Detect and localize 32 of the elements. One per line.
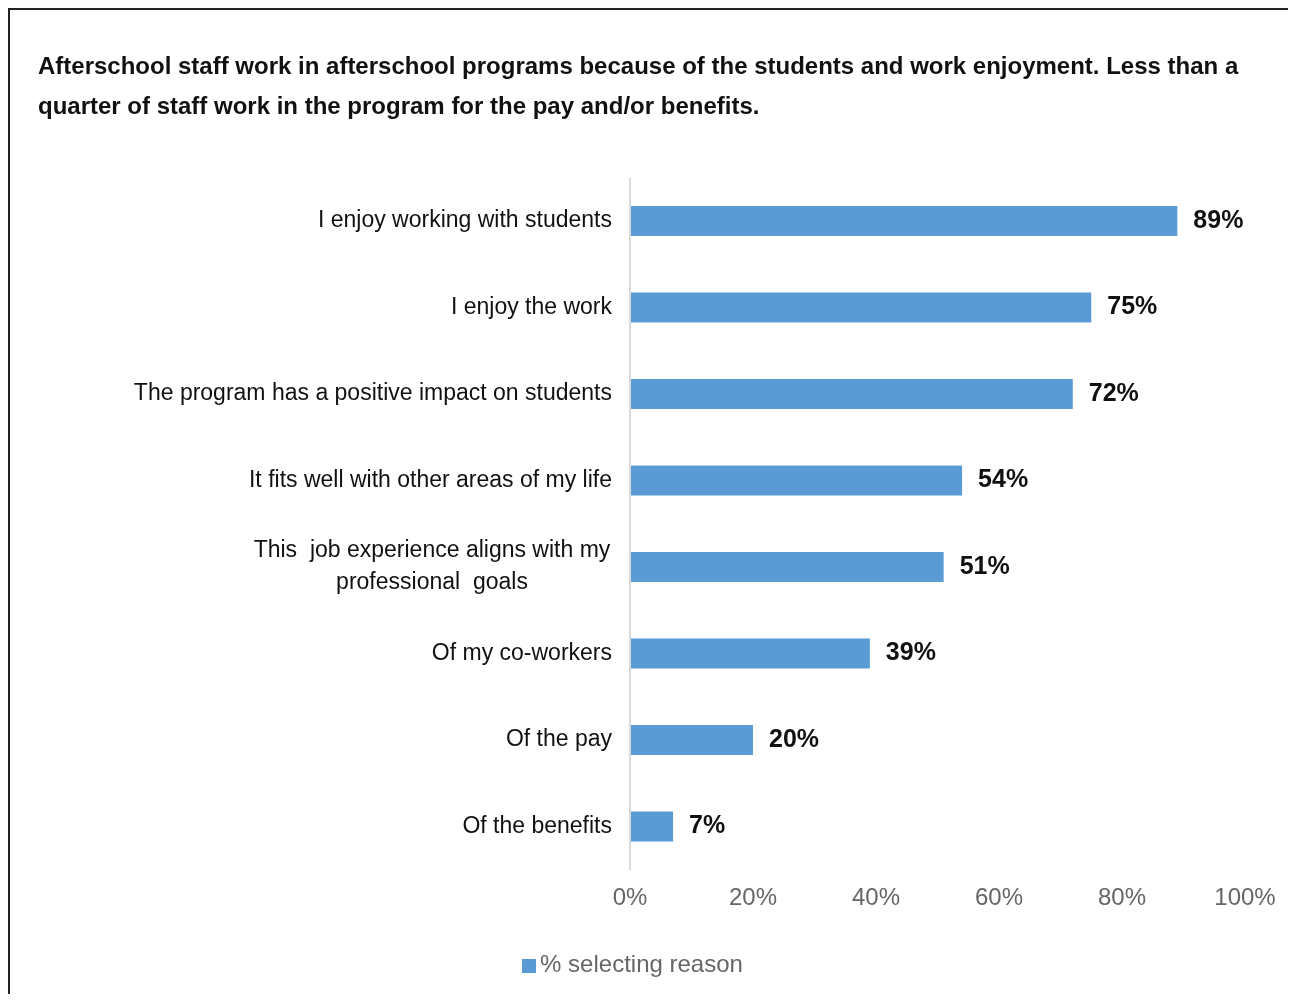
y-tick-label: Of my co-workers: [431, 638, 612, 665]
x-tick-label: 80%: [1097, 883, 1147, 911]
bar: [630, 465, 963, 496]
y-tick-label: Of the pay: [505, 725, 613, 752]
bar: [630, 292, 1092, 323]
bar: [630, 379, 1073, 409]
data-label: 89%: [1193, 204, 1244, 233]
y-tick-label: This job experience aligns with my professional goals: [253, 536, 611, 595]
chart-title: Afterschool staff work in afterschool programs because of the students and work enjoyment. Less than a quarter of staff work in the program for the pay and/or benefits.: [38, 51, 1240, 121]
data-label: 20%: [769, 723, 820, 752]
y-tick-label: I enjoy the work: [450, 292, 613, 319]
bar: [630, 638, 870, 669]
data-label: 54%: [978, 464, 1029, 493]
x-tick-label: 20%: [728, 883, 778, 911]
x-tick-label: 40%: [851, 883, 901, 911]
x-tick-label: 0%: [612, 883, 648, 911]
bar: [630, 811, 674, 842]
x-tick-label: 100%: [1214, 883, 1276, 911]
x-tick-label: 60%: [974, 883, 1024, 911]
y-tick-label: It fits well with other areas of my life: [248, 465, 612, 492]
data-label: 7%: [689, 810, 726, 839]
bar: [630, 725, 753, 755]
bar: [630, 552, 944, 582]
data-label: 51%: [959, 550, 1010, 579]
legend-label: % selecting reason: [540, 950, 743, 977]
y-tick-label: Of the benefits: [462, 811, 612, 838]
bar: [630, 206, 1178, 236]
data-label: 39%: [885, 637, 936, 666]
y-tick-label: I enjoy working with students: [317, 206, 612, 233]
data-label: 75%: [1107, 291, 1158, 320]
data-label: 72%: [1088, 377, 1139, 406]
y-tick-label: The program has a positive impact on students: [133, 379, 612, 406]
